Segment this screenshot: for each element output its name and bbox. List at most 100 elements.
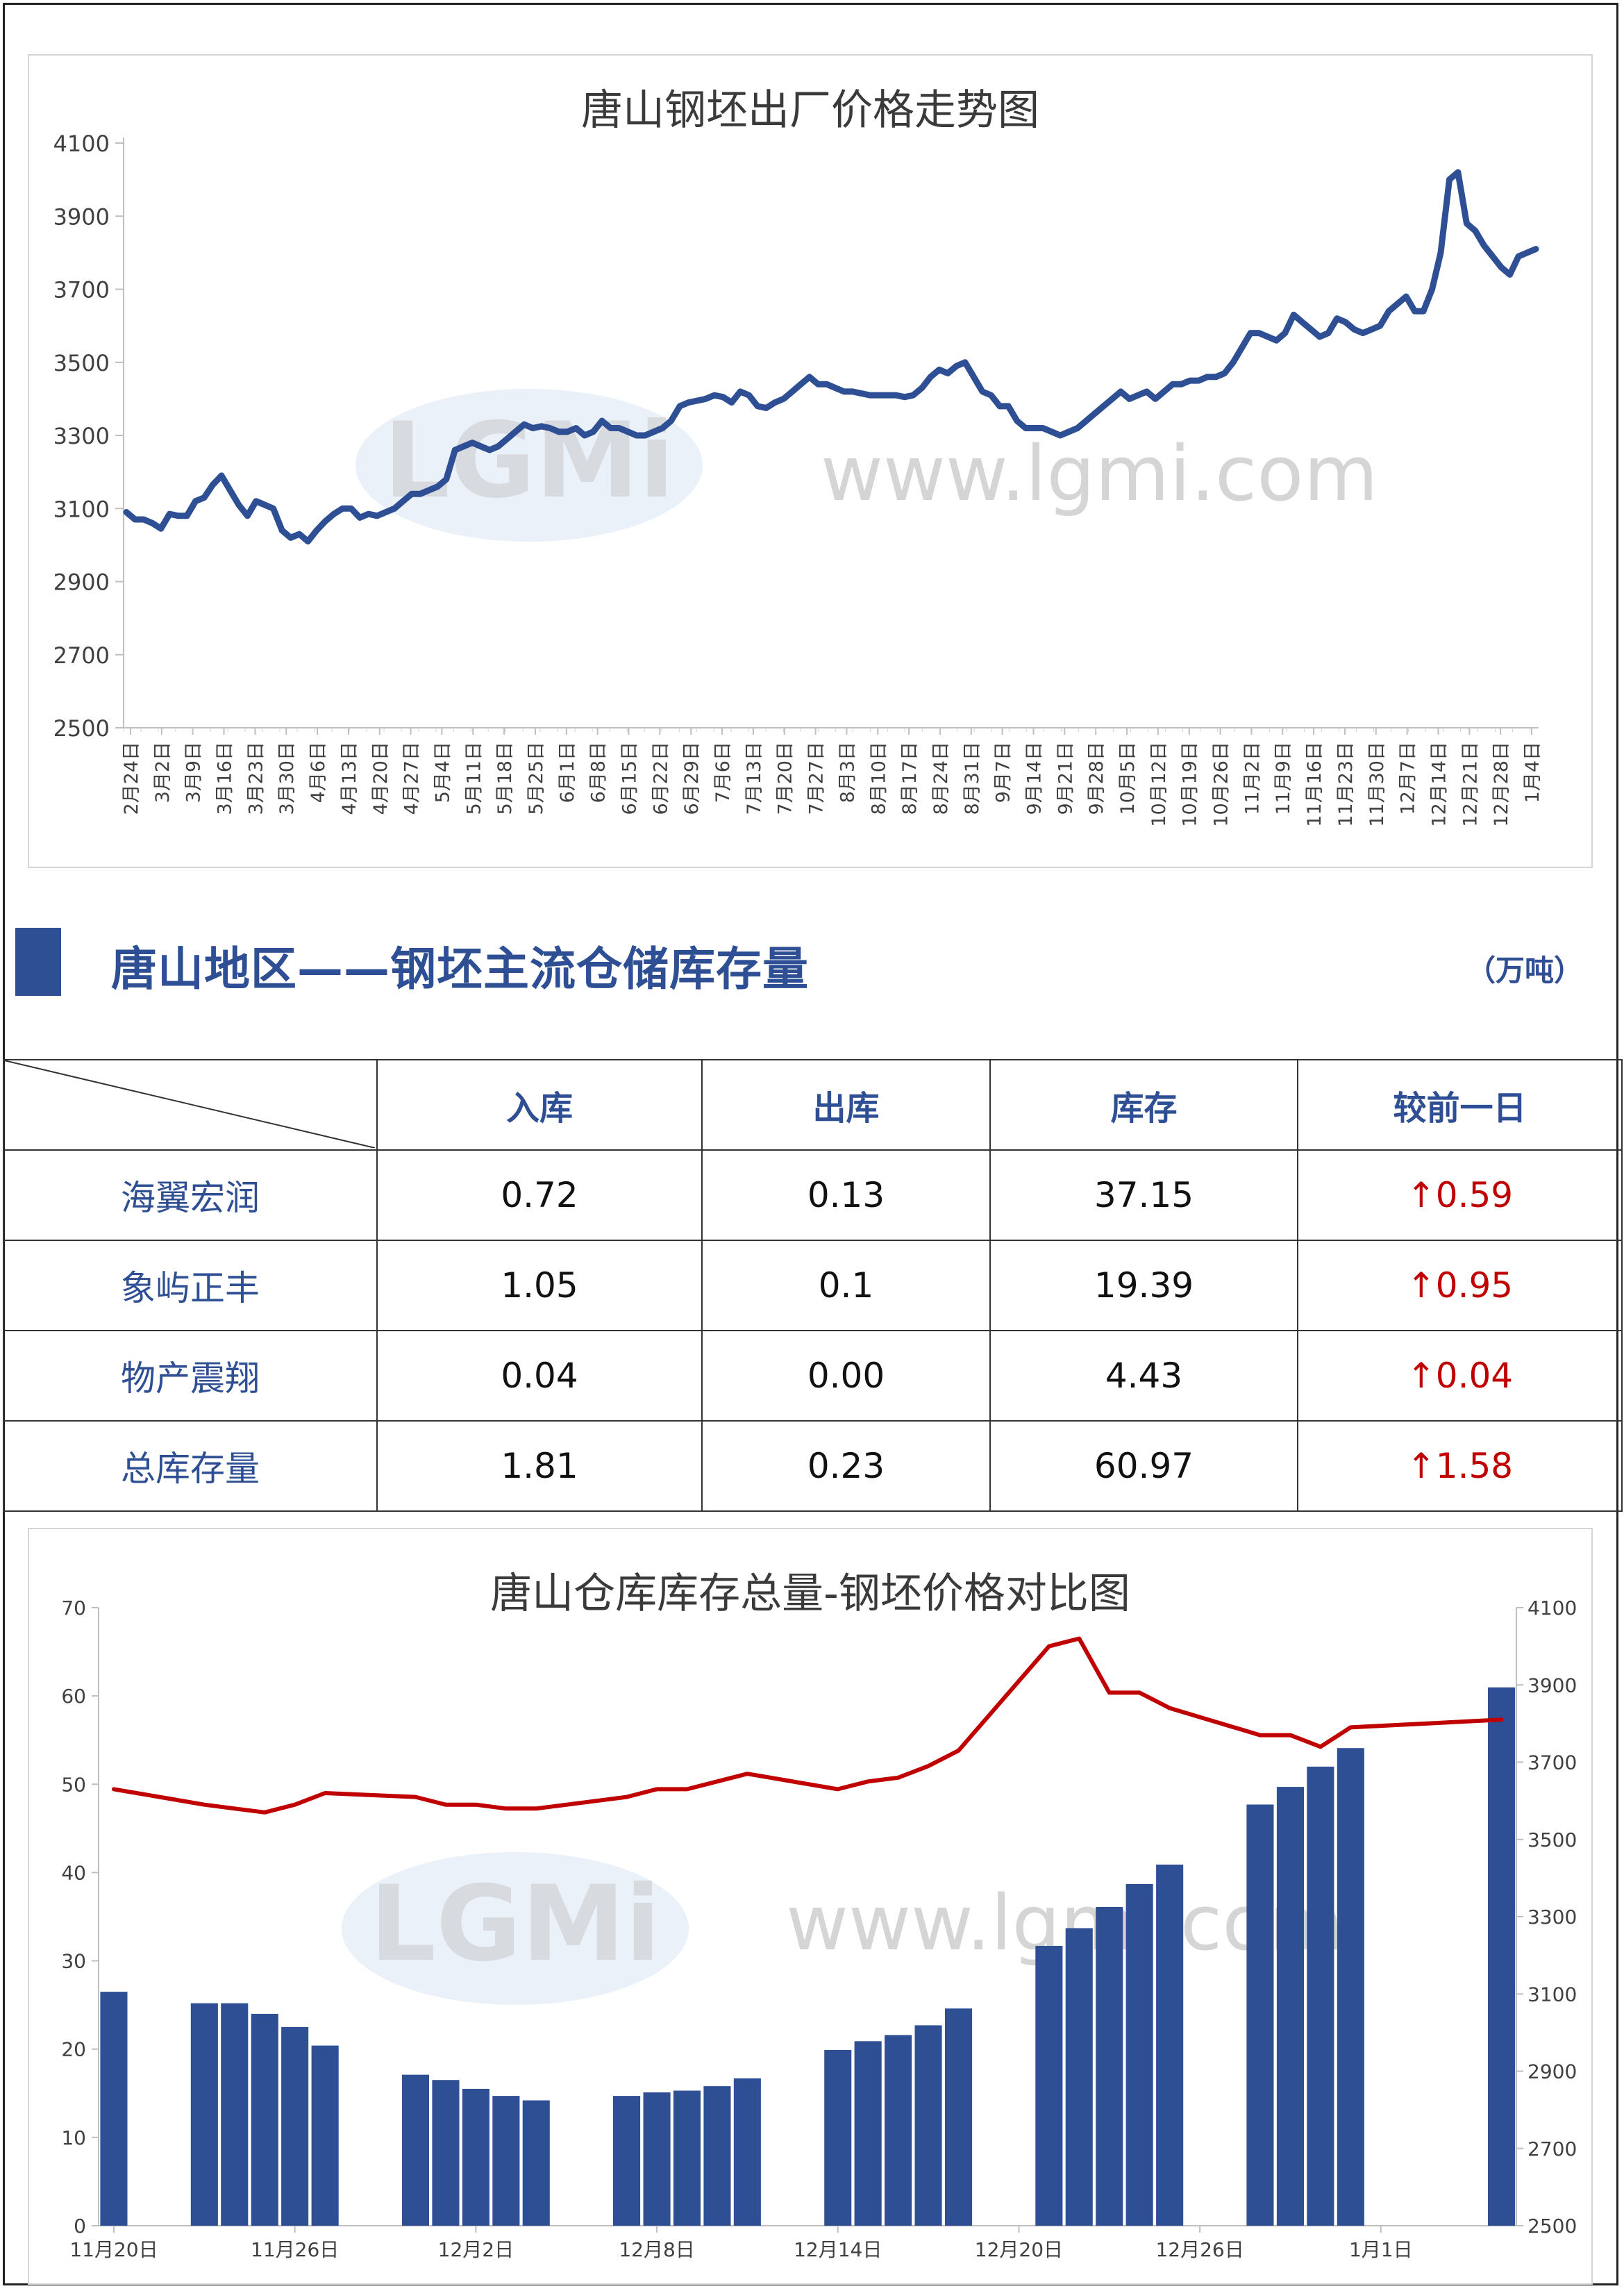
x-tick-label: 12月28日 <box>1491 742 1512 827</box>
inventory-bar <box>1246 1804 1274 2226</box>
x-tick-label: 7月13日 <box>744 742 765 815</box>
price-series-line <box>123 169 1539 545</box>
watermark-logo-ellipse <box>342 1852 689 2005</box>
price-chart-title: 唐山钢坯出厂价格走势图 <box>581 86 1039 135</box>
x-tick-label: 8月10日 <box>868 742 889 815</box>
inventory-bar <box>703 2086 731 2226</box>
header-out: 出库 <box>701 1059 991 1151</box>
x-tick-label: 1月1日 <box>1349 2238 1413 2261</box>
table-row: 海翼宏润 0.72 0.13 37.15 ↑0.59 <box>3 1149 1623 1241</box>
x-tick-label: 12月21日 <box>1459 742 1481 827</box>
inventory-bar <box>643 2092 671 2226</box>
cell-stock: 19.39 <box>989 1240 1298 1331</box>
header-stock: 库存 <box>989 1059 1298 1151</box>
x-tick-label: 11月9日 <box>1273 742 1294 815</box>
x-tick-label: 6月22日 <box>650 742 671 815</box>
section-marker <box>15 928 61 996</box>
header-in: 入库 <box>376 1059 703 1151</box>
table-header-row: 入库 出库 库存 较前一日 <box>3 1059 1623 1151</box>
x-tick-label: 12月14日 <box>1428 742 1450 827</box>
row-name: 海翼宏润 <box>3 1149 378 1241</box>
inventory-unit: （万吨） <box>1466 953 1583 988</box>
x-tick-label: 11月16日 <box>1304 742 1325 827</box>
x-tick-label: 2月24日 <box>121 742 142 815</box>
right-tick-label: 4100 <box>1527 1597 1577 1619</box>
y-tick-label: 4100 <box>53 131 110 157</box>
x-tick-label: 10月19日 <box>1180 742 1201 827</box>
x-tick-label: 5月25日 <box>526 742 547 815</box>
x-tick-label: 5月4日 <box>432 742 453 803</box>
inventory-bar <box>945 2008 973 2226</box>
inventory-bar <box>1276 1787 1304 2226</box>
inventory-bar <box>311 2045 339 2226</box>
inventory-bar <box>1125 1884 1153 2226</box>
watermark-logo-text: LGMi <box>383 401 674 522</box>
y-tick-label: 3100 <box>53 496 110 522</box>
x-tick-label: 12月2日 <box>438 2238 514 2261</box>
comparison-chart-title: 唐山仓库库存总量-钢坯价格对比图 <box>490 1569 1130 1618</box>
y-tick-label: 3500 <box>53 350 110 376</box>
inventory-bar <box>1156 1865 1184 2226</box>
inventory-bar <box>824 2050 852 2226</box>
x-tick-label: 4月27日 <box>401 742 423 815</box>
inventory-bar <box>401 2074 429 2226</box>
inventory-table: 入库 出库 库存 较前一日 海翼宏润 0.72 0.13 37.15 ↑0.59… <box>3 1059 1623 1512</box>
right-tick-label: 3900 <box>1527 1674 1577 1697</box>
cell-stock: 4.43 <box>989 1330 1298 1422</box>
inventory-bar <box>1035 1946 1063 2226</box>
y-tick-label: 2500 <box>53 715 110 742</box>
x-tick-label: 12月8日 <box>619 2238 694 2261</box>
left-tick-label: 40 <box>61 1861 86 1884</box>
cell-out: 0.23 <box>701 1420 991 1512</box>
inventory-bar <box>854 2041 882 2226</box>
x-tick-label: 8月24日 <box>930 742 952 815</box>
inventory-price-chart-panel: 唐山仓库库存总量-钢坯价格对比图 LGMi www.lgmi.com 70 60 50 4… <box>28 1528 1593 2285</box>
x-tick-label: 3月9日 <box>183 742 205 803</box>
watermark-logo-text: LGMi <box>369 1864 660 1985</box>
inventory-bar <box>914 2025 942 2226</box>
left-tick-label: 10 <box>61 2126 86 2149</box>
table-row: 总库存量 1.81 0.23 60.97 ↑1.58 <box>3 1420 1623 1512</box>
cell-change: ↑1.58 <box>1297 1420 1623 1512</box>
inventory-bar <box>1337 1748 1364 2226</box>
cell-stock: 37.15 <box>989 1149 1298 1241</box>
right-tick-label: 2900 <box>1527 2060 1577 2083</box>
x-tick-label: 12月26日 <box>1155 2238 1244 2261</box>
x-tick-label: 11月26日 <box>251 2238 339 2261</box>
cell-out: 0.1 <box>701 1240 991 1331</box>
y-tick-label: 3300 <box>53 423 110 449</box>
inventory-section-title: 唐山地区——钢坯主流仓储库存量 <box>111 942 809 996</box>
x-tick-label: 9月14日 <box>1023 742 1045 815</box>
right-tick-label: 3700 <box>1527 1751 1577 1774</box>
right-tick-label: 3300 <box>1527 1906 1577 1928</box>
inventory-bar <box>1096 1907 1123 2226</box>
left-tick-label: 70 <box>61 1597 86 1619</box>
inventory-bar <box>1065 1928 1093 2226</box>
y-tick-label: 2900 <box>53 569 110 596</box>
inventory-bar <box>1307 1766 1334 2226</box>
x-tick-label: 3月30日 <box>276 742 298 815</box>
x-tick-label: 6月29日 <box>681 742 703 815</box>
cell-out: 0.00 <box>701 1330 991 1422</box>
x-tick-label: 3月16日 <box>215 742 236 815</box>
x-tick-label: 4月13日 <box>339 742 360 815</box>
cell-in: 0.04 <box>376 1330 703 1422</box>
inventory-bar <box>885 2035 912 2226</box>
x-tick-label: 7月20日 <box>775 742 796 815</box>
x-tick-label: 12月14日 <box>794 2238 882 2261</box>
x-tick-label: 4月20日 <box>370 742 392 815</box>
cell-in: 0.72 <box>376 1149 703 1241</box>
x-tick-label: 9月21日 <box>1055 742 1076 815</box>
inventory-price-chart: LGMi www.lgmi.com706050403020100410039003… <box>61 1597 1577 2261</box>
price-trend-chart: LGMi www.lgmi.com 4100 3900 3700 3500 3300 3100… <box>53 131 1543 827</box>
left-tick-label: 0 <box>74 2215 86 2238</box>
inventory-bar <box>613 2096 641 2226</box>
cell-stock: 60.97 <box>989 1420 1298 1512</box>
corner-diagonal <box>4 1060 375 1148</box>
cell-change: ↑0.04 <box>1297 1330 1623 1422</box>
cell-in: 1.81 <box>376 1420 703 1512</box>
watermark-url: www.lgmi.com <box>821 429 1378 518</box>
right-tick-label: 2500 <box>1527 2215 1577 2238</box>
cell-in: 1.05 <box>376 1240 703 1331</box>
cell-change: ↑0.59 <box>1297 1149 1623 1241</box>
